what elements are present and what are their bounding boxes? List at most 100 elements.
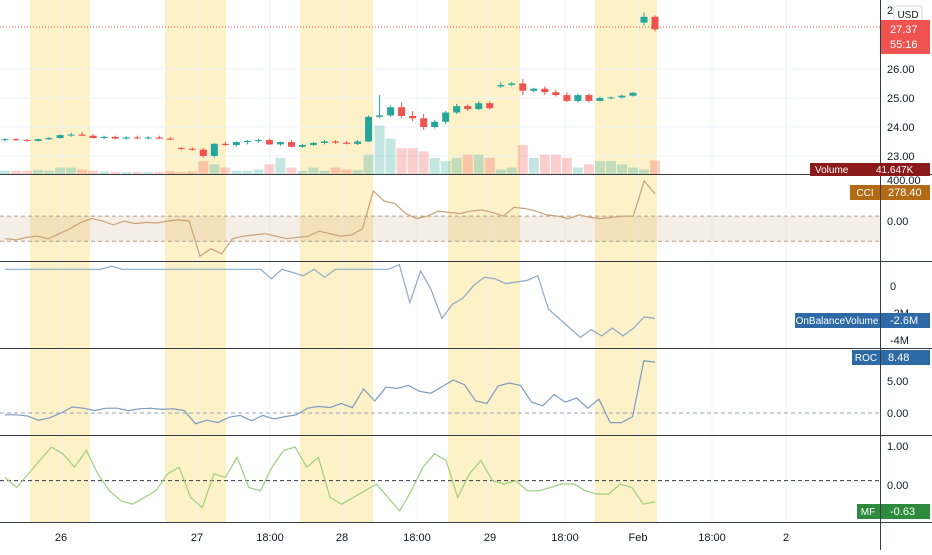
volume-bar: [231, 170, 242, 174]
candle-body: [155, 137, 163, 139]
roc-tick-label: 5.00: [887, 376, 908, 388]
volume-bar: [132, 172, 143, 174]
volume-bar: [0, 170, 10, 174]
candle-body: [122, 137, 130, 139]
candle-body: [398, 107, 406, 116]
volume-bar: [650, 160, 660, 174]
volume-bar: [495, 169, 506, 174]
time-axis[interactable]: 26 27 18:00 28 18:00 29 18:00 Feb 18:00 …: [55, 532, 789, 544]
volume-bar: [143, 172, 154, 174]
volume-bar: [539, 154, 550, 174]
candle-body: [67, 134, 75, 136]
roc-axis[interactable]: 5.00 0.00: [887, 376, 908, 420]
mf-pane[interactable]: [0, 446, 880, 512]
mf-tick-label: 1.00: [887, 441, 908, 453]
candle-body: [640, 16, 648, 23]
volume-bar: [418, 151, 429, 174]
volume-bar: [242, 170, 253, 174]
candles: [1, 12, 659, 158]
candle-body: [365, 116, 373, 142]
volume-bar: [55, 167, 66, 174]
currency-box[interactable]: USD: [893, 5, 923, 23]
volume-bar: [561, 157, 572, 174]
cci-axis[interactable]: 400.00 0.00: [887, 175, 921, 228]
time-tick-label: 2: [783, 532, 789, 544]
candle-body: [89, 135, 97, 139]
volume-bar: [374, 125, 385, 174]
roc-legend: ROC 8.48: [852, 350, 930, 365]
candle-body: [12, 139, 20, 141]
volume-bar: [451, 157, 462, 174]
volume-bar: [308, 167, 319, 174]
candle-body: [651, 16, 659, 30]
volume-bar: [209, 164, 220, 174]
cci-pane[interactable]: [0, 179, 880, 258]
candle-body: [563, 95, 571, 101]
price-pane[interactable]: [0, 12, 880, 174]
candle-body: [464, 106, 472, 110]
mf-tick-label: 0.00: [887, 480, 908, 492]
volume-bar: [462, 154, 473, 174]
volume-bar: [297, 170, 308, 174]
candle-body: [23, 140, 31, 142]
volume-label-group: Volume 41.647K: [810, 163, 930, 176]
candle-body: [232, 142, 240, 145]
candle-body: [265, 140, 273, 145]
obv-tick-label: 0: [890, 281, 896, 293]
last-price-value: 27.37: [890, 24, 918, 36]
volume-bar: [484, 157, 495, 174]
candle-body: [309, 142, 317, 145]
candle-body: [111, 136, 119, 139]
mf-axis[interactable]: 1.00 0.00: [887, 441, 908, 492]
price-tick-label: 23.00: [887, 151, 915, 163]
volume-bar: [121, 172, 132, 174]
volume-label: Volume: [815, 165, 849, 176]
obv-pane[interactable]: [5, 263, 656, 339]
volume-bar: [11, 170, 22, 174]
candle-body: [629, 92, 637, 96]
candle-body: [287, 142, 295, 147]
candle-body: [596, 98, 604, 101]
price-axis[interactable]: 2 26.00 25.00 24.00 23.00: [887, 5, 915, 163]
mf-line: [4, 446, 656, 512]
time-tick-label: 29: [484, 532, 496, 544]
volume-bar: [341, 169, 352, 174]
obv-value: -2.6M: [890, 315, 918, 327]
volume-bar: [22, 170, 33, 174]
volume-bar: [187, 171, 198, 174]
roc-value: 8.48: [888, 352, 909, 364]
cci-value: 278.40: [888, 187, 922, 199]
volume-bar: [88, 170, 99, 174]
candle-body: [34, 139, 42, 141]
volume-bar: [264, 164, 275, 174]
candle-body: [144, 137, 152, 139]
time-tick-label: Feb: [629, 532, 648, 544]
roc-pane[interactable]: [0, 360, 880, 425]
last-price-badge: 27.37 55:16: [881, 20, 930, 54]
time-tick-label: 27: [191, 532, 203, 544]
volume-bar: [33, 170, 44, 174]
time-tick-label: 18:00: [698, 532, 726, 544]
candle-body: [530, 88, 538, 91]
obv-legend: OnBalanceVolume -2.6M: [795, 313, 930, 328]
candle-body: [45, 138, 53, 140]
volume-bar: [572, 167, 583, 174]
candle-body: [409, 115, 417, 119]
obv-line: [5, 263, 656, 339]
candle-body: [100, 136, 108, 139]
volume-bar: [594, 161, 605, 174]
volume-bar: [110, 172, 121, 174]
candle-body: [497, 84, 505, 87]
time-tick-label: 18:00: [256, 532, 284, 544]
volume-bar: [99, 171, 110, 174]
candle-body: [486, 103, 494, 109]
candle-body: [221, 143, 229, 145]
candle-body: [210, 143, 218, 156]
volume-bar: [253, 169, 264, 174]
candle-body: [453, 106, 461, 113]
volume-bar: [66, 167, 77, 174]
mf-value: -0.63: [890, 506, 915, 518]
volume-bar: [363, 154, 374, 174]
